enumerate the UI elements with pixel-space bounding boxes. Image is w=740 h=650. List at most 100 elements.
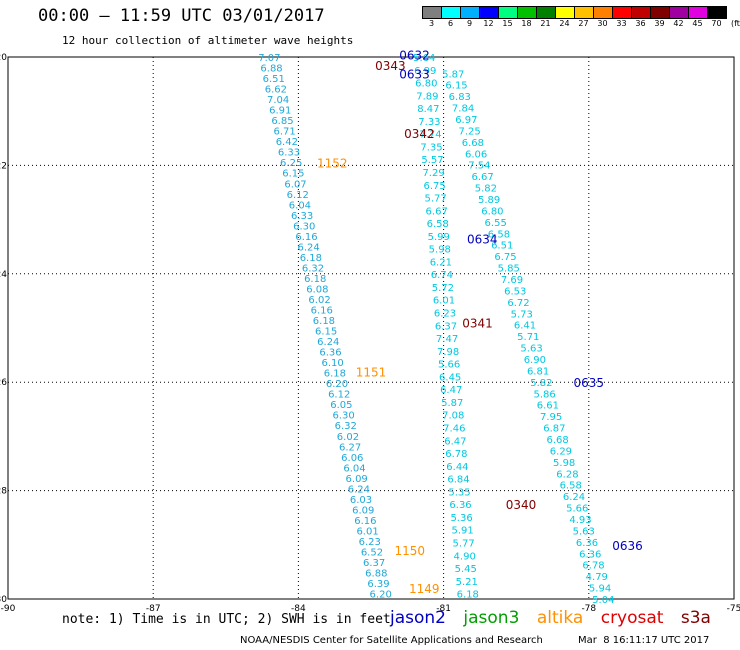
color-scale-label: 3 <box>428 19 435 28</box>
pass-time-label: 0342 <box>404 127 435 141</box>
wave-height-value: 5.71 <box>517 332 539 343</box>
pass-time-label: 0635 <box>574 376 605 390</box>
wave-height-value: 7.35 <box>420 142 442 153</box>
wave-height-value: 6.15 <box>445 81 467 92</box>
pass-time-label: 1150 <box>394 544 425 558</box>
wave-height-value: 6.07 <box>284 179 306 190</box>
wave-height-value: 6.23 <box>359 537 381 548</box>
wave-height-value: 6.01 <box>433 296 455 307</box>
wave-height-value: 6.24 <box>563 492 585 503</box>
lon-tick-label: -87 <box>146 604 161 614</box>
lat-tick-label: -22 <box>0 161 7 171</box>
lat-tick-label: -28 <box>0 487 7 497</box>
wave-height-value: 5.66 <box>566 504 588 515</box>
wave-height-value: 6.18 <box>313 316 335 327</box>
pass-time-label: 0341 <box>462 317 493 331</box>
wave-height-value: 5.82 <box>530 378 552 389</box>
wave-height-value: 6.52 <box>361 547 383 558</box>
pass-time-label: 0340 <box>506 498 537 512</box>
color-scale-label: 21 <box>540 19 551 28</box>
wave-height-value: 6.02 <box>308 295 330 306</box>
wave-height-value: 6.39 <box>367 579 389 590</box>
wave-height-value: 6.03 <box>350 495 372 506</box>
wave-height-value: 6.58 <box>488 229 510 240</box>
wave-height-value: 6.36 <box>449 500 471 511</box>
wave-height-value: 6.29 <box>550 446 572 457</box>
altimeter-tracks: 5.646.996.807.898.477.337.747.355.577.29… <box>258 53 614 606</box>
wave-height-value: 7.89 <box>416 91 438 102</box>
color-scale-label: 27 <box>578 19 589 28</box>
wave-height-value: 6.24 <box>348 484 370 495</box>
wave-height-value: 7.69 <box>501 275 523 286</box>
wave-height-value: 5.98 <box>553 458 575 469</box>
lon-tick-label: -81 <box>436 604 451 614</box>
wave-height-value: 6.75 <box>423 181 445 192</box>
pass-time-label: 0636 <box>612 539 643 553</box>
wave-height-value: 6.88 <box>260 64 282 75</box>
wave-height-value: 6.18 <box>304 274 326 285</box>
legend-jason3: jason3 <box>463 608 520 628</box>
wave-height-value: 6.33 <box>291 211 313 222</box>
wave-height-value: 5.89 <box>478 195 500 206</box>
wave-height-value: 6.37 <box>435 321 457 332</box>
wave-height-value: 6.05 <box>330 400 352 411</box>
legend-cryosat: cryosat <box>600 608 664 628</box>
wave-height-value: 6.80 <box>415 79 437 90</box>
wave-height-value: 6.87 <box>543 424 565 435</box>
wave-height-value: 6.06 <box>465 149 487 160</box>
wave-height-value: 6.21 <box>430 257 452 268</box>
generation-timestamp: Mar 8 16:11:17 UTC 2017 <box>578 635 710 646</box>
wave-height-value: 6.36 <box>576 538 598 549</box>
wave-height-value: 6.33 <box>278 148 300 159</box>
wave-height-value: 6.36 <box>579 549 601 560</box>
wave-height-value: 6.68 <box>462 138 484 149</box>
wave-height-value: 6.24 <box>298 242 320 253</box>
wave-height-value: 4.79 <box>586 572 608 583</box>
lat-tick-label: -30 <box>0 595 7 605</box>
wave-height-value: 5.82 <box>475 184 497 195</box>
wave-height-value: 5.35 <box>448 487 470 498</box>
wave-height-value: 5.64 <box>413 53 435 64</box>
wave-height-value: 6.78 <box>445 449 467 460</box>
wave-height-value: 5.66 <box>438 360 460 371</box>
map-title: 00:00 – 11:59 UTC 03/01/2017 <box>38 6 325 26</box>
wave-height-value: 6.58 <box>427 219 449 230</box>
wave-height-value: 6.84 <box>447 475 469 486</box>
lat-tick-label: -26 <box>0 378 7 388</box>
pass-time-label: 1149 <box>409 582 440 596</box>
wave-height-value: 7.08 <box>442 411 464 422</box>
wave-height-value: 7.46 <box>443 423 465 434</box>
color-scale-label: 12 <box>483 19 494 28</box>
wave-height-value: 6.88 <box>365 569 387 580</box>
wave-height-value: 6.32 <box>335 421 357 432</box>
wave-height-value: 6.04 <box>289 200 311 211</box>
wave-height-value: 5.04 <box>592 595 614 606</box>
color-scale-swatches <box>422 6 740 19</box>
pass-time-label: 0634 <box>467 233 498 247</box>
wave-height-value: 6.16 <box>311 306 333 317</box>
color-scale-label: 36 <box>635 19 646 28</box>
wave-height-value: 6.45 <box>439 372 461 383</box>
wave-height-value: 7.25 <box>458 126 480 137</box>
wave-height-value: 6.78 <box>582 561 604 572</box>
wave-height-value: 5.63 <box>573 526 595 537</box>
lon-tick-label: -90 <box>1 604 16 614</box>
wave-height-value: 6.74 <box>431 270 453 281</box>
wave-height-value: 6.23 <box>434 309 456 320</box>
wave-height-value: 6.67 <box>472 172 494 183</box>
wave-height-value: 6.27 <box>339 442 361 453</box>
wave-height-value: 6.15 <box>282 169 304 180</box>
wave-height-value: 6.20 <box>326 379 348 390</box>
wave-height-value: 6.06 <box>341 453 363 464</box>
pass-time-label: 0633 <box>399 67 430 81</box>
wave-height-value: 6.32 <box>302 263 324 274</box>
wave-height-value: 5.63 <box>520 344 542 355</box>
wave-height-value: 6.47 <box>440 385 462 396</box>
wave-height-value: 6.18 <box>324 369 346 380</box>
wave-height-value: 7.84 <box>452 104 474 115</box>
wave-height-value: 6.02 <box>337 432 359 443</box>
